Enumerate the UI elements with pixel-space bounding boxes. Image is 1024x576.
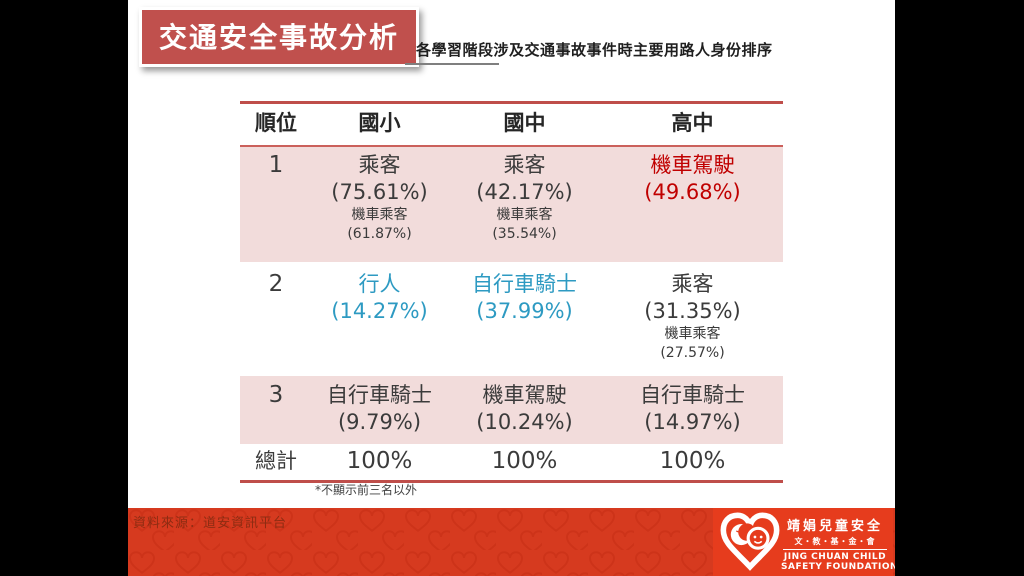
logo-text: 靖娟兒童安全 文・教・基・金・會 JING CHUAN CHILD SAFETY… — [781, 515, 895, 572]
table-total-row: 總計 100% 100% 100% — [240, 444, 783, 480]
cell-main-pct: (9.79%) — [337, 410, 422, 434]
cell-main-pct: (75.61%) — [331, 180, 428, 204]
cell-main: 行人 — [358, 272, 401, 296]
cell-sub-pct: (35.54%) — [492, 226, 557, 242]
logo-divider — [783, 549, 887, 550]
logo-name-en-2: SAFETY FOUNDATION — [781, 562, 895, 572]
cell-main: 乘客 — [503, 153, 546, 177]
cell-main-pct: (10.24%) — [476, 410, 573, 434]
table-row: 1 乘客 (75.61%) 機車乘客 (61.87%) 乘客 (42.17%) … — [240, 147, 783, 262]
cell-main-pct: (14.97%) — [644, 410, 741, 434]
total-senior: 100% — [659, 448, 726, 474]
rank-cell: 2 — [268, 271, 284, 297]
foundation-logo: 靖娟兒童安全 文・教・基・金・會 JING CHUAN CHILD SAFETY… — [713, 508, 895, 576]
cell-elementary-rank3: 自行車騎士 (9.79%) — [312, 382, 447, 444]
page-title: 交通安全事故分析 — [142, 10, 417, 64]
cell-main: 自行車騎士 — [472, 272, 577, 296]
subtitle: 各學習階段涉及交通事故事件時主要用路人身份排序 — [416, 41, 773, 59]
source-text: 資料來源：道安資訊平台 — [133, 516, 288, 531]
footer-band: 資料來源：道安資訊平台 靖娟兒童安全 文・教・基・金・會 JING CHUAN … — [128, 508, 895, 576]
cell-senior-rank2: 乘客 (31.35%) 機車乘客 (27.57%) — [602, 271, 783, 376]
cell-junior-rank1: 乘客 (42.17%) 機車乘客 (35.54%) — [447, 152, 602, 262]
cell-sub: 機車乘客 — [664, 326, 721, 342]
slide: 交通安全事故分析 各學習階段涉及交通事故事件時主要用路人身份排序 順位 國小 國… — [128, 0, 895, 576]
cell-main-pct: (49.68%) — [644, 180, 741, 204]
rank-cell: 3 — [268, 382, 284, 408]
cell-junior-rank3: 機車駕駛 (10.24%) — [447, 382, 602, 444]
cell-main: 機車駕駛 — [482, 383, 567, 407]
table-row: 2 行人 (14.27%) 自行車騎士 (37.99%) 乘客 (31.35%)… — [240, 262, 783, 376]
header-senior-high: 高中 — [671, 111, 714, 135]
cell-sub: 機車乘客 — [496, 207, 553, 223]
cell-sub-pct: (27.57%) — [660, 345, 725, 361]
cell-main-pct: (31.35%) — [644, 299, 741, 323]
total-junior: 100% — [491, 448, 558, 474]
cell-sub: 機車乘客 — [351, 207, 408, 223]
cell-main: 乘客 — [358, 153, 401, 177]
heart-faces-icon — [720, 512, 780, 571]
rank-cell: 1 — [268, 152, 284, 178]
header-junior-high: 國中 — [503, 111, 546, 135]
cell-main-pct: (42.17%) — [476, 180, 573, 204]
total-label: 總計 — [255, 449, 297, 473]
cell-sub-pct: (61.87%) — [347, 226, 412, 242]
logo-name-en-1: JING CHUAN CHILD — [783, 552, 887, 562]
logo-org-zh: 文・教・基・金・會 — [794, 537, 876, 546]
total-elementary: 100% — [346, 448, 413, 474]
cell-junior-rank2: 自行車騎士 (37.99%) — [447, 271, 602, 376]
cell-main-pct: (14.27%) — [331, 299, 428, 323]
cell-main: 機車駕駛 — [650, 153, 735, 177]
rank-table: 順位 國小 國中 高中 1 乘客 (75.61%) 機車乘客 (61.87%) … — [240, 101, 783, 483]
table-header-row: 順位 國小 國中 高中 — [240, 104, 783, 147]
table-row: 3 自行車騎士 (9.79%) 機車駕駛 (10.24%) 自行車騎士 (14.… — [240, 376, 783, 444]
title-card: 交通安全事故分析 — [139, 7, 420, 67]
header-rank: 順位 — [255, 111, 297, 135]
cell-main: 自行車騎士 — [640, 383, 745, 407]
cell-main-pct: (37.99%) — [476, 299, 573, 323]
cell-main: 自行車騎士 — [327, 383, 432, 407]
logo-name-zh: 靖娟兒童安全 — [786, 519, 883, 534]
cell-elementary-rank1: 乘客 (75.61%) 機車乘客 (61.87%) — [312, 152, 447, 262]
cell-elementary-rank2: 行人 (14.27%) — [312, 271, 447, 376]
subtitle-underline — [405, 63, 499, 65]
cell-main: 乘客 — [671, 272, 714, 296]
cell-senior-rank3: 自行車騎士 (14.97%) — [602, 382, 783, 444]
footnote: *不顯示前三名以外 — [315, 483, 418, 497]
cell-senior-rank1: 機車駕駛 (49.68%) — [602, 152, 783, 262]
header-elementary: 國小 — [358, 111, 401, 135]
